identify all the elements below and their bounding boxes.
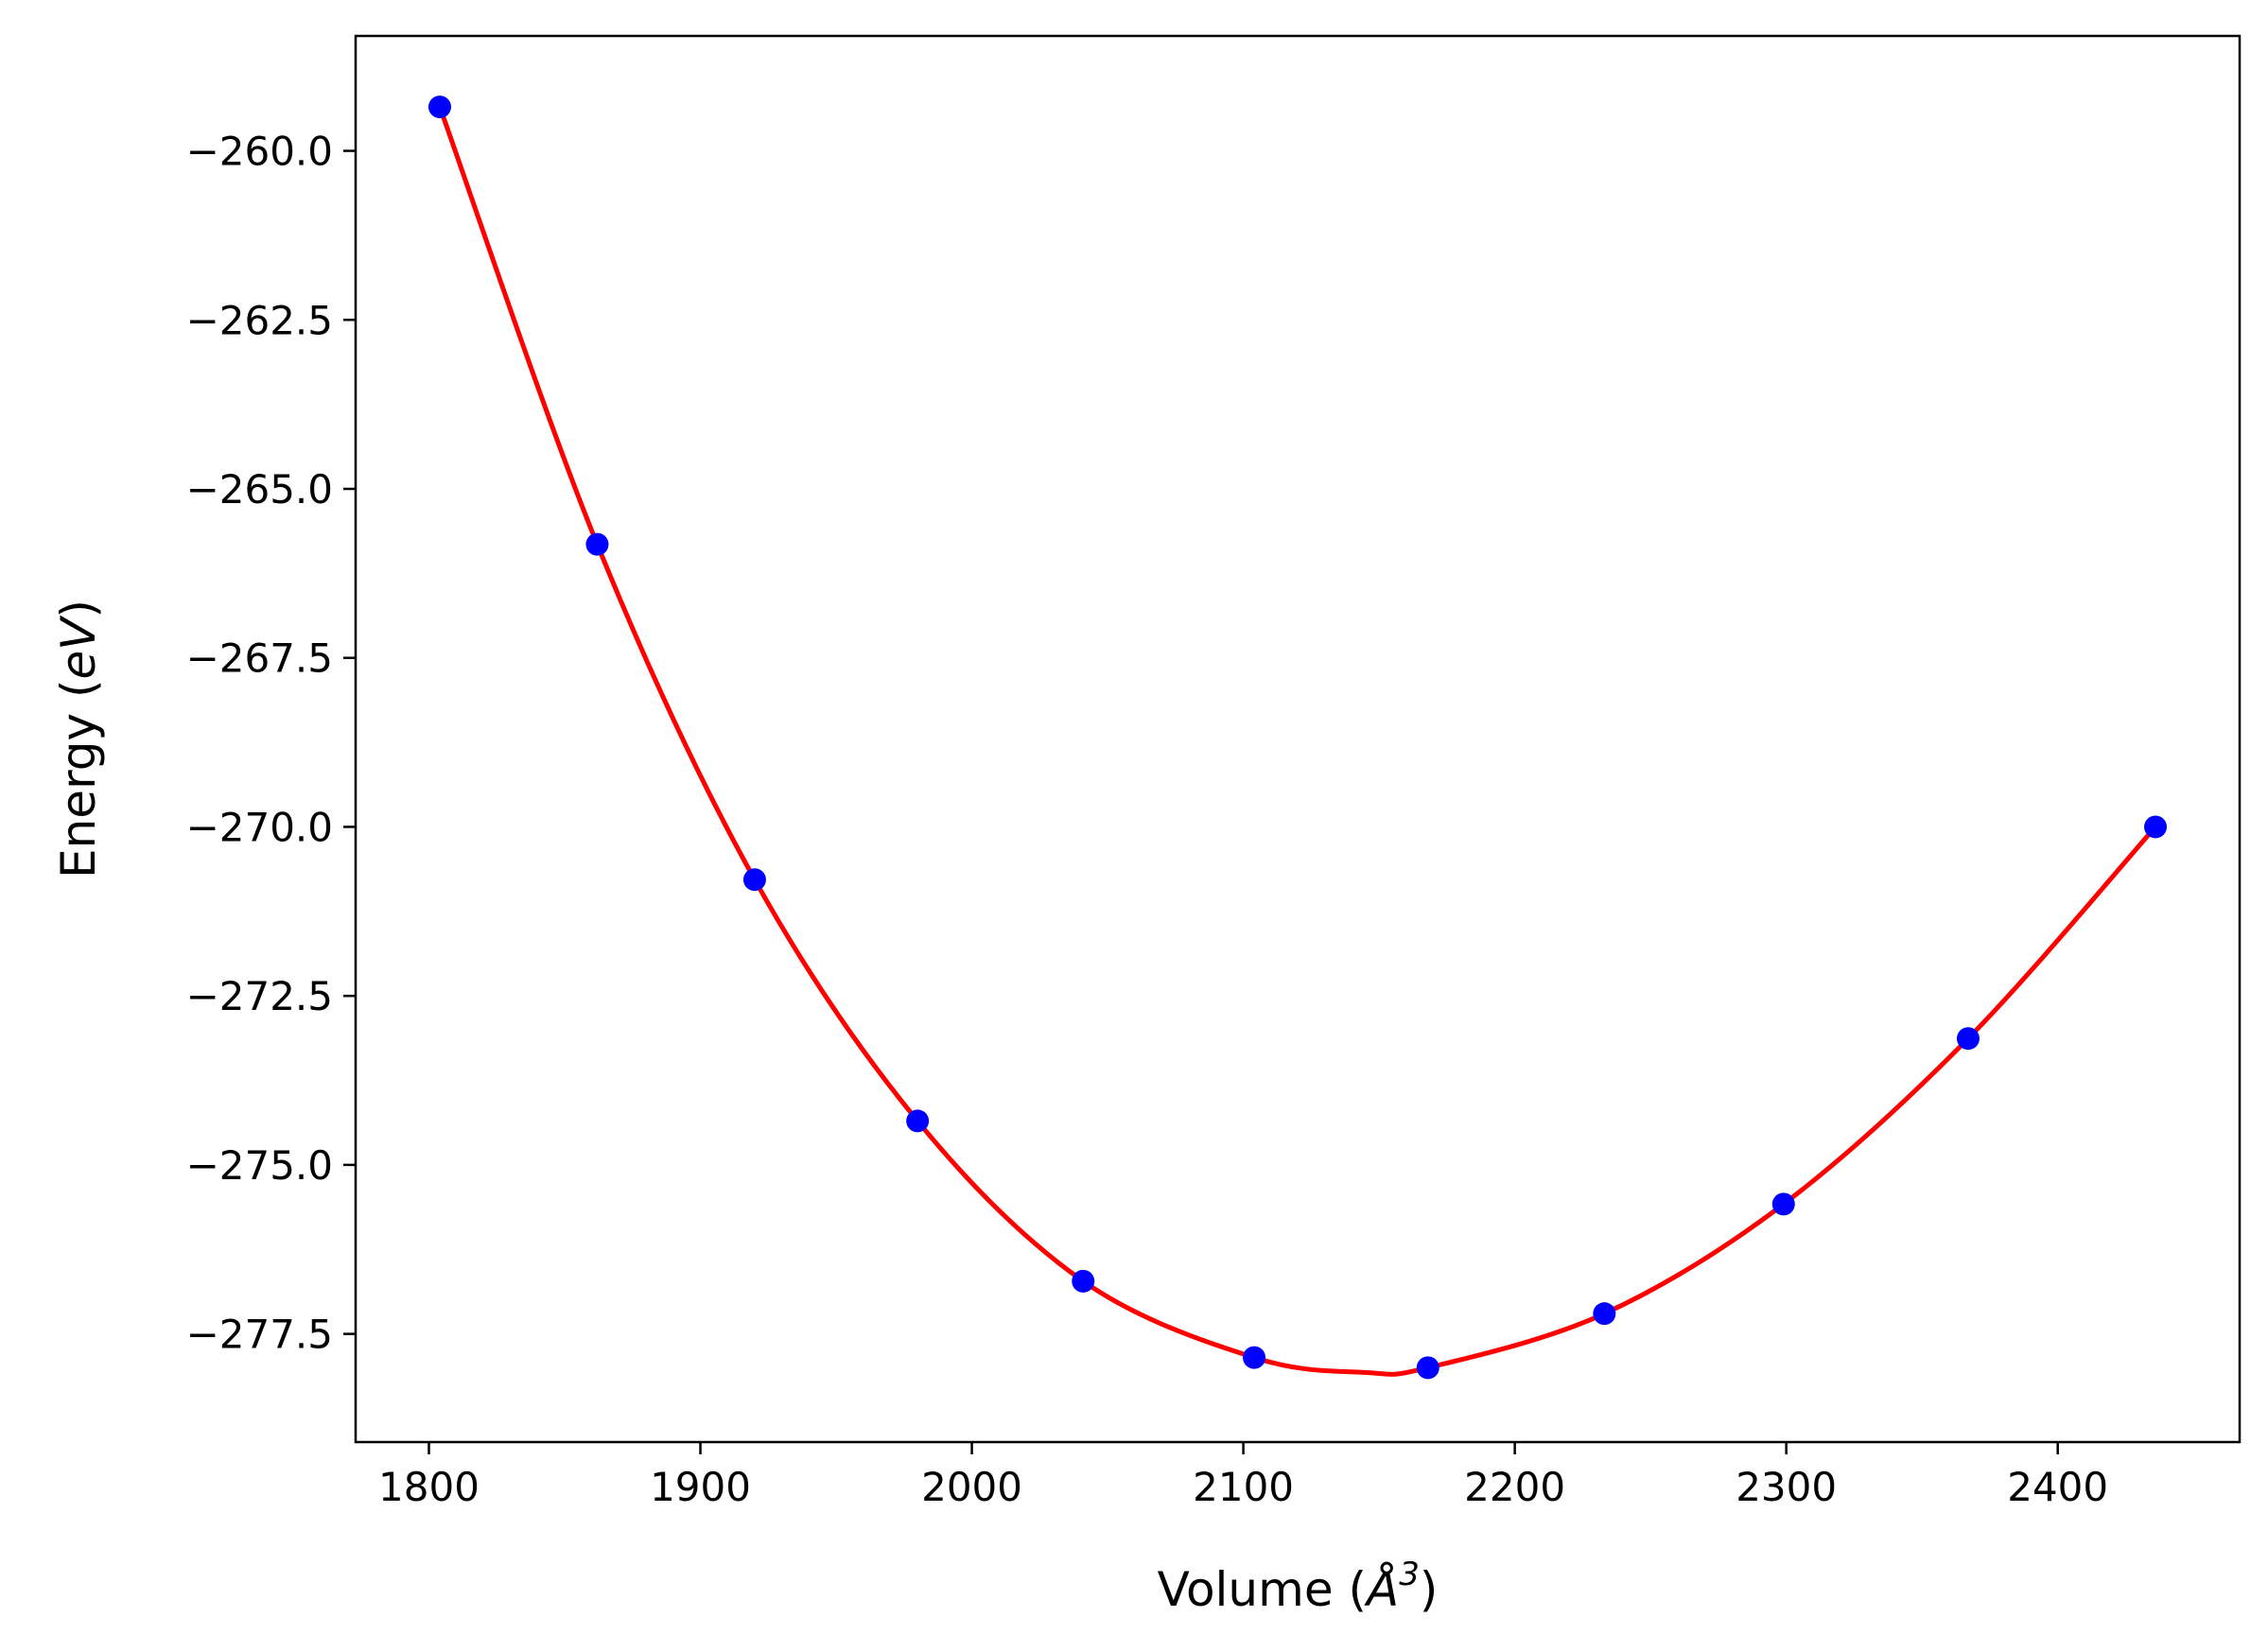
y-tick-label: −265.0 [186, 466, 333, 513]
y-axis: −260.0 −262.5 −265.0 −267.5 −270.0 −272.5 −275… [186, 129, 356, 1358]
plot-area [427, 96, 2168, 1380]
data-point [1072, 1269, 1095, 1293]
x-tick-label: 2000 [921, 1464, 1022, 1510]
y-tick-label: −262.5 [186, 297, 333, 343]
x-axis-label: Volume (Å3) [1158, 1556, 1439, 1617]
data-point [1771, 1192, 1795, 1216]
data-point [2144, 815, 2168, 839]
x-tick-label: 2300 [1736, 1464, 1837, 1510]
x-tick-label: 1900 [650, 1464, 751, 1510]
x-tick-label: 2200 [1464, 1464, 1565, 1510]
y-tick-label: −275.0 [186, 1142, 333, 1189]
data-point [1416, 1356, 1439, 1380]
y-tick-label: −267.5 [186, 635, 333, 682]
x-tick-label: 2100 [1193, 1464, 1294, 1510]
data-point [427, 96, 451, 119]
y-axis-label: Energy (eV) [51, 600, 106, 878]
x-tick-label: 1800 [378, 1464, 480, 1510]
x-tick-label: 2400 [2007, 1464, 2108, 1510]
axes-frame [354, 34, 2242, 1444]
data-point [742, 868, 766, 892]
x-axis: 1800 1900 2000 2100 2200 2300 2400 [378, 1442, 2108, 1510]
y-tick-label: −277.5 [186, 1312, 333, 1358]
data-point [1956, 1027, 1980, 1051]
y-tick-label: −270.0 [186, 804, 333, 850]
data-point [1593, 1302, 1616, 1326]
data-point [585, 532, 609, 556]
y-tick-label: −272.5 [186, 973, 333, 1019]
y-tick-label: −260.0 [186, 129, 333, 175]
data-point [906, 1109, 930, 1133]
data-point [1243, 1346, 1266, 1369]
